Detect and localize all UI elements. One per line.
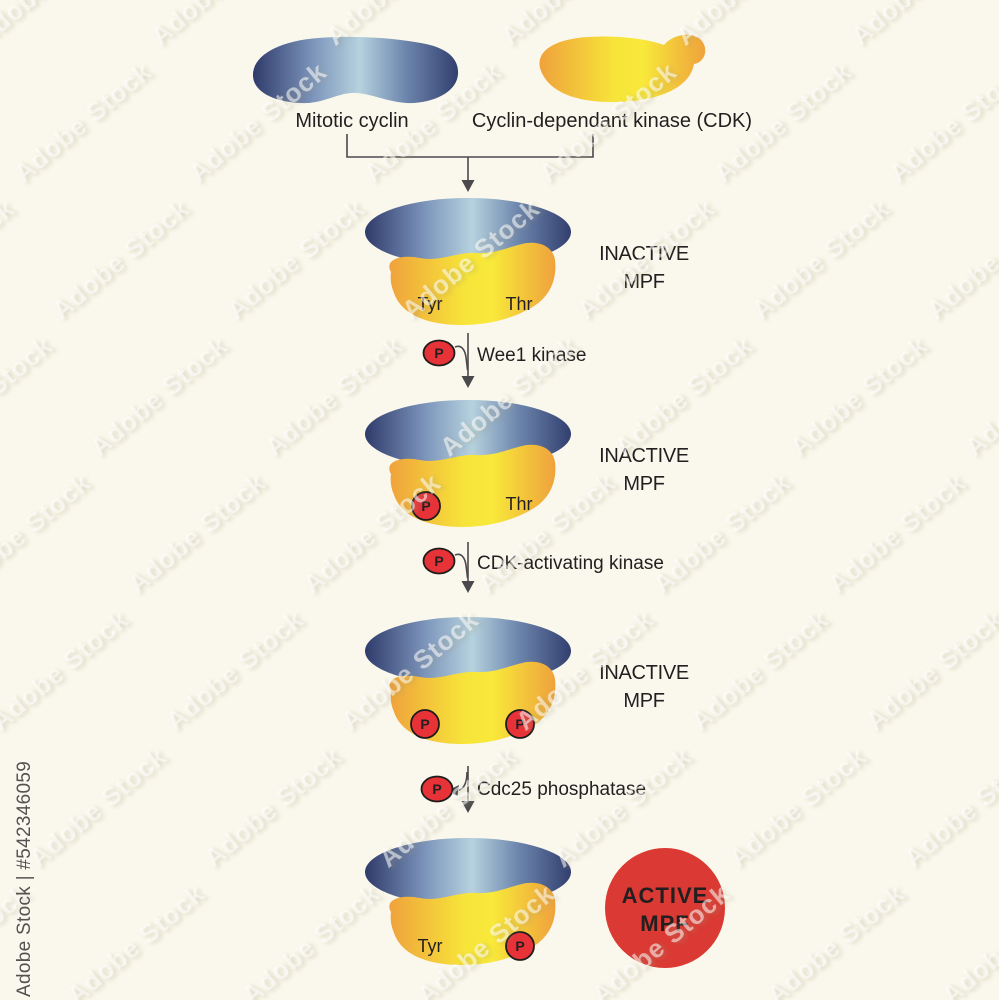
phosphate-circle bbox=[411, 491, 441, 521]
mitotic-cyclin-label: Mitotic cyclin bbox=[295, 110, 408, 132]
phosphate-circle bbox=[420, 775, 454, 803]
cyclin-cdk-complex-shape bbox=[365, 198, 571, 325]
inactive-mpf-label-1-line2: MPF bbox=[623, 271, 664, 293]
phosphate-letter: P bbox=[434, 553, 443, 569]
tyr-phosphate-badge: P bbox=[410, 709, 440, 739]
thr-site-label: Thr bbox=[506, 494, 533, 514]
cyclin-cdk-complex-shape bbox=[365, 400, 571, 527]
cyclin-cdk-complex-shape bbox=[365, 617, 571, 744]
phosphate-circle bbox=[505, 931, 535, 961]
cak-reaction: P CDK-activating kinase bbox=[422, 542, 664, 593]
phosphate-circle bbox=[410, 709, 440, 739]
active-mpf-label-line1: ACTIVE bbox=[622, 883, 709, 908]
thr-phosphate-badge: P bbox=[505, 931, 535, 961]
tyr-site-label: Tyr bbox=[418, 936, 443, 956]
mitotic-cyclin-blob bbox=[252, 36, 459, 104]
cdc25-arrowhead-icon bbox=[461, 801, 475, 813]
active-mpf-badge: ACTIVE MPF bbox=[605, 848, 725, 968]
mpf-complex-4: Tyr P bbox=[365, 838, 571, 965]
mpf-complex-2: P Thr bbox=[365, 400, 571, 527]
inactive-mpf-label-2-line2: MPF bbox=[623, 473, 664, 495]
cdk-blob bbox=[539, 34, 706, 103]
phosphate-letter: P bbox=[420, 716, 429, 732]
wee1-phosphate-badge: P bbox=[422, 339, 456, 367]
cdc25-phosphate-badge: P bbox=[420, 775, 454, 803]
phosphate-circle bbox=[422, 339, 456, 367]
cdc25-phosphate-leave-curve bbox=[458, 771, 468, 791]
mpf-complex-1: Tyr Thr bbox=[365, 198, 571, 325]
phosphate-letter: P bbox=[421, 498, 430, 514]
phosphate-letter: P bbox=[434, 345, 443, 361]
inactive-mpf-label-3-line1: INACTIVE bbox=[599, 662, 689, 684]
phosphate-letter: P bbox=[515, 716, 524, 732]
cak-label: CDK-activating kinase bbox=[477, 553, 664, 574]
cdc25-phosphatase-label: Cdc25 phosphatase bbox=[477, 779, 646, 800]
phosphate-circle bbox=[422, 547, 456, 575]
free-subunits-section: Mitotic cyclin Cyclin-dependant kinase (… bbox=[252, 34, 752, 192]
cak-arrowhead-icon bbox=[461, 581, 475, 593]
inactive-mpf-label-1-line1: INACTIVE bbox=[599, 243, 689, 265]
cdc25-reaction: P Cdc25 phosphatase bbox=[420, 766, 646, 813]
cyclin-cdk-complex-shape bbox=[365, 838, 571, 965]
thr-site-label: Thr bbox=[506, 294, 533, 314]
cak-phosphate-join-curve bbox=[454, 553, 469, 579]
phosphate-circle bbox=[505, 709, 535, 739]
cdk-label: Cyclin-dependant kinase (CDK) bbox=[472, 110, 752, 132]
cak-phosphate-badge: P bbox=[422, 547, 456, 575]
thr-phosphate-badge: P bbox=[505, 709, 535, 739]
mpf-complex-3: P P bbox=[365, 617, 571, 744]
tyr-site-label: Tyr bbox=[418, 294, 443, 314]
stock-credit-watermark: Adobe Stock | #542346059 bbox=[14, 760, 35, 997]
active-mpf-label-line2: MPF bbox=[640, 911, 689, 936]
wee1-reaction: P Wee1 kinase bbox=[422, 333, 587, 388]
inactive-mpf-label-3-line2: MPF bbox=[623, 690, 664, 712]
wee1-arrowhead-icon bbox=[461, 376, 475, 388]
active-mpf-circle bbox=[605, 848, 725, 968]
phosphate-letter: P bbox=[432, 781, 441, 797]
inactive-mpf-label-2-line1: INACTIVE bbox=[599, 445, 689, 467]
combine-arrowhead-icon bbox=[461, 180, 475, 192]
phosphate-letter: P bbox=[515, 938, 524, 954]
tyr-phosphate-badge: P bbox=[411, 491, 441, 521]
wee1-kinase-label: Wee1 kinase bbox=[477, 345, 587, 366]
combine-bracket bbox=[346, 134, 594, 158]
wee1-phosphate-join-curve bbox=[454, 345, 469, 371]
